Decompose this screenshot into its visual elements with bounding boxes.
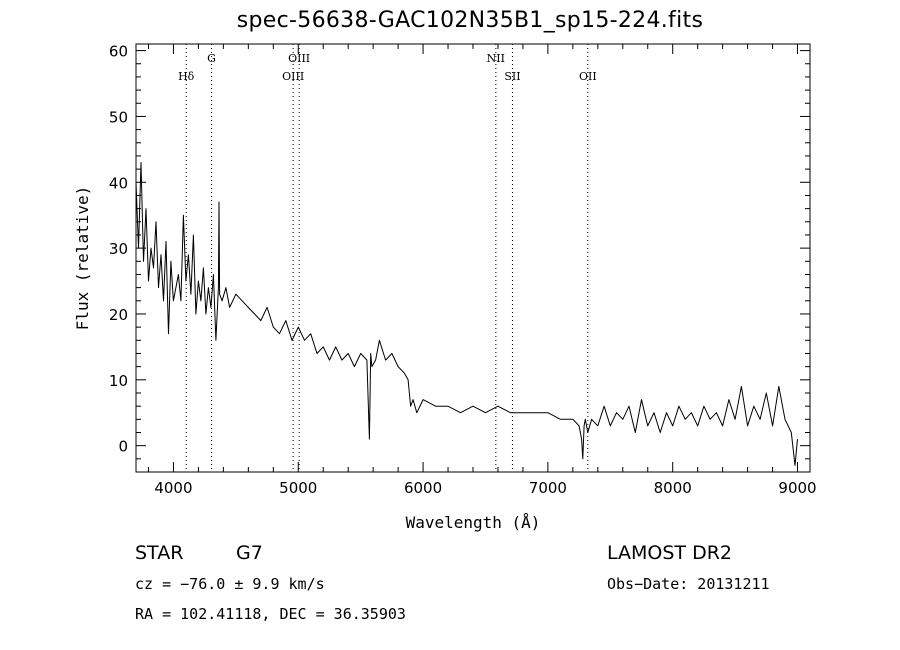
x-tick-label: 4000 xyxy=(154,479,192,497)
line-marker-label: Hδ xyxy=(178,70,195,83)
y-axis-label: Flux (relative) xyxy=(73,186,92,331)
line-marker-label: G xyxy=(207,52,216,65)
spectrum-line xyxy=(135,162,798,466)
coordinates: RA = 102.41118, DEC = 36.35903 xyxy=(135,605,406,623)
x-tick-label: 8000 xyxy=(654,479,692,497)
line-marker-label: OII xyxy=(579,70,597,83)
y-tick-label: 50 xyxy=(109,108,128,126)
y-tick-label: 30 xyxy=(109,240,128,258)
y-tick-label: 0 xyxy=(118,438,128,456)
y-tick-label: 10 xyxy=(109,372,128,390)
x-tick-label: 9000 xyxy=(778,479,816,497)
line-marker-label: NII xyxy=(487,52,505,65)
line-marker-label: OIII xyxy=(288,52,310,65)
redshift-velocity: cz = −76.0 ± 9.9 km/s xyxy=(135,575,325,593)
x-tick-label: 5000 xyxy=(279,479,317,497)
plot-frame xyxy=(135,43,811,473)
object-subclass: G7 xyxy=(236,542,263,564)
y-tick-label: 20 xyxy=(109,306,128,324)
x-axis-label: Wavelength (Å) xyxy=(406,513,541,532)
survey-name: LAMOST DR2 xyxy=(607,542,732,564)
observation-date: Obs−Date: 20131211 xyxy=(607,575,770,593)
x-tick-label: 7000 xyxy=(529,479,567,497)
chart-title: spec-56638-GAC102N35B1_sp15-224.fits xyxy=(236,8,704,33)
x-tick-label: 6000 xyxy=(404,479,442,497)
y-tick-label: 40 xyxy=(109,174,128,192)
line-marker-label: OIII xyxy=(282,70,304,83)
line-marker-label: SII xyxy=(504,70,520,83)
y-tick-label: 60 xyxy=(109,43,128,61)
object-class: STAR xyxy=(135,542,184,564)
